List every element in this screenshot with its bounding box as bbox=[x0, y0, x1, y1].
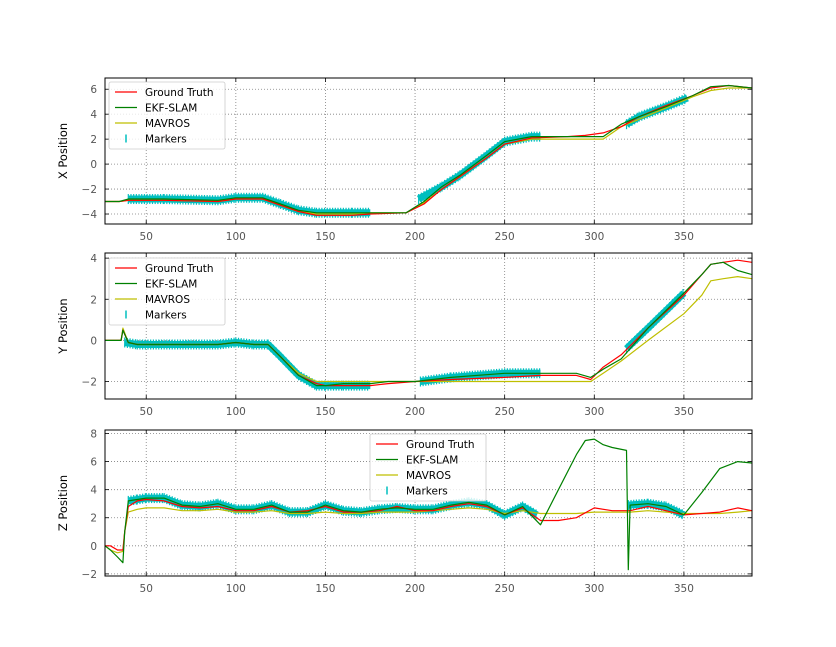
chart-panel-2: 50 100 150 200 250 300 350 −2 0 2 4 Y Position Groun… bbox=[56, 252, 753, 418]
series-line-ekf-slam bbox=[105, 84, 752, 214]
legend: Ground Truth EKF-SLAM MAVROS Markers bbox=[108, 81, 226, 150]
series-line-ekf-slam bbox=[105, 261, 752, 387]
data-layer bbox=[105, 259, 752, 391]
y-tick-label: 0 bbox=[90, 541, 97, 553]
y-tick-label: −2 bbox=[82, 569, 97, 581]
x-tick-label: 100 bbox=[226, 231, 246, 243]
y-tick-label: 4 bbox=[90, 485, 97, 497]
y-tick-label: −2 bbox=[82, 377, 97, 389]
legend-label-ground-truth: Ground Truth bbox=[145, 263, 214, 275]
x-tick-label: 150 bbox=[315, 583, 335, 595]
x-tick-label: 300 bbox=[584, 406, 604, 418]
plot-frame bbox=[104, 252, 753, 400]
series-line-mavros bbox=[105, 507, 752, 554]
y-tick-label: 2 bbox=[90, 134, 97, 146]
plot-frame bbox=[104, 429, 753, 577]
y-tick-label: 0 bbox=[90, 159, 97, 171]
legend-label-ground-truth: Ground Truth bbox=[406, 439, 475, 451]
y-tick-label: 6 bbox=[90, 457, 97, 469]
x-tick-label: 50 bbox=[140, 231, 153, 243]
chart-panel-3: 50 100 150 200 250 300 350 −2 0 2 4 6 8 Z Position Gro… bbox=[56, 429, 753, 595]
legend-label-mavros: MAVROS bbox=[145, 294, 190, 306]
legend: Ground Truth EKF-SLAM MAVROS Markers bbox=[369, 433, 487, 502]
y-tick-label: 2 bbox=[90, 294, 97, 306]
x-tick-label: 150 bbox=[315, 231, 335, 243]
y-axis-label: Y Position bbox=[56, 298, 70, 354]
x-tick-label: 150 bbox=[315, 406, 335, 418]
y-tick-label: 8 bbox=[90, 429, 97, 441]
legend-label-ekf-slam: EKF-SLAM bbox=[406, 455, 458, 467]
x-tick-label: 300 bbox=[584, 583, 604, 595]
y-tick-label: 2 bbox=[90, 513, 97, 525]
x-tick-label: 50 bbox=[140, 583, 153, 595]
y-tick-label: −2 bbox=[82, 184, 97, 196]
x-tick-label: 250 bbox=[495, 583, 515, 595]
data-layer bbox=[105, 438, 752, 571]
x-tick-label: 100 bbox=[226, 583, 246, 595]
x-tick-label: 250 bbox=[495, 231, 515, 243]
legend-frame bbox=[369, 433, 487, 502]
y-axis-label: X Position bbox=[56, 123, 70, 179]
legend-label-mavros: MAVROS bbox=[406, 470, 451, 482]
y-tick-label: 6 bbox=[90, 84, 97, 96]
series-line-ekf-slam bbox=[105, 438, 752, 571]
y-tick-label: 4 bbox=[90, 109, 97, 121]
x-tick-label: 100 bbox=[226, 406, 246, 418]
legend-label-ekf-slam: EKF-SLAM bbox=[145, 103, 197, 115]
x-tick-label: 300 bbox=[584, 231, 604, 243]
plot-frame bbox=[104, 77, 753, 225]
y-tick-label: 4 bbox=[90, 253, 97, 265]
y-tick-label: −4 bbox=[82, 209, 98, 221]
legend-label-markers: Markers bbox=[145, 310, 187, 322]
legend-label-markers: Markers bbox=[406, 486, 448, 498]
x-tick-label: 350 bbox=[674, 583, 694, 595]
legend-frame bbox=[108, 257, 226, 326]
x-tick-label: 200 bbox=[405, 583, 425, 595]
x-tick-label: 250 bbox=[495, 406, 515, 418]
x-tick-label: 200 bbox=[405, 231, 425, 243]
x-tick-label: 350 bbox=[674, 406, 694, 418]
legend-label-markers: Markers bbox=[145, 134, 187, 146]
chart-panel-1: 50 100 150 200 250 300 350 −4 −2 0 2 4 6 X Position Gr… bbox=[56, 77, 753, 243]
x-tick-label: 50 bbox=[140, 406, 153, 418]
legend-label-mavros: MAVROS bbox=[145, 118, 190, 130]
legend-label-ground-truth: Ground Truth bbox=[145, 87, 214, 99]
y-axis-label: Z Position bbox=[56, 475, 70, 531]
y-tick-label: 0 bbox=[90, 335, 97, 347]
legend: Ground Truth EKF-SLAM MAVROS Markers bbox=[108, 257, 226, 326]
data-layer bbox=[105, 84, 752, 218]
legend-label-ekf-slam: EKF-SLAM bbox=[145, 279, 197, 291]
legend-frame bbox=[108, 81, 226, 150]
x-tick-label: 200 bbox=[405, 406, 425, 418]
x-tick-label: 350 bbox=[674, 231, 694, 243]
